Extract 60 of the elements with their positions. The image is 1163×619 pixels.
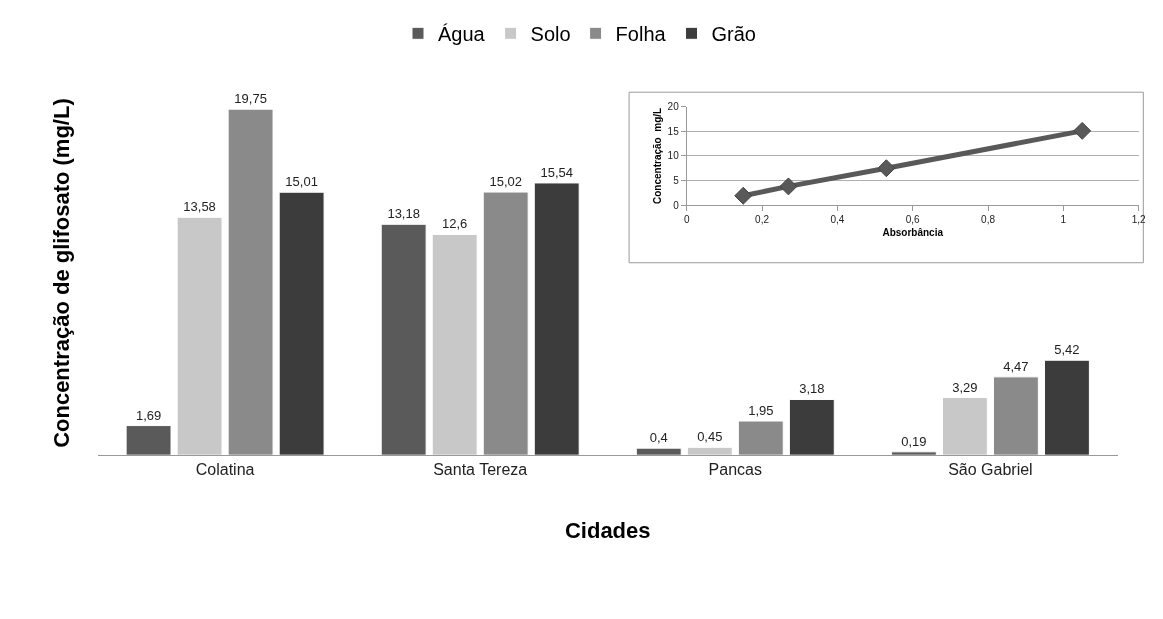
bar	[380, 223, 427, 456]
point	[779, 177, 798, 196]
x-tick-label: 0,8	[981, 214, 996, 226]
data-label: 15,02	[489, 174, 522, 190]
data-label: 0,45	[697, 429, 723, 445]
data-label: 15,54	[540, 164, 573, 180]
legend-label: Solo	[530, 23, 571, 46]
bar	[992, 376, 1039, 456]
bar	[1043, 359, 1090, 456]
y-tick-label: 5	[673, 175, 680, 187]
y-axis-title: Concentração mg/L	[651, 107, 663, 204]
y-tick-label: 0	[673, 199, 680, 211]
x-tick-label: Santa Tereza	[433, 461, 528, 479]
point	[1073, 121, 1092, 140]
x-tick-label: 0,4	[830, 214, 845, 226]
data-label: 4,47	[1003, 358, 1029, 374]
legend-label: Água	[438, 23, 486, 46]
x-tick-label: 1,2	[1131, 214, 1147, 226]
bar	[635, 447, 682, 456]
bar	[890, 451, 937, 456]
bar	[176, 216, 223, 456]
x-axis-title: Cidades	[564, 518, 651, 544]
x-axis-title: Absorbância	[882, 226, 944, 238]
data-label: 13,58	[183, 199, 216, 215]
y-tick-label: 15	[667, 125, 680, 137]
data-label: 1,95	[748, 403, 774, 419]
x-tick-label: Colatina	[195, 461, 255, 479]
bar	[278, 191, 325, 456]
point	[877, 159, 896, 178]
x-tick-label: São Gabriel	[948, 461, 1033, 479]
data-label: 5,42	[1054, 342, 1080, 358]
data-label: 15,01	[285, 174, 318, 190]
data-label: 1,69	[135, 407, 162, 423]
x-tick-label: 0	[683, 214, 690, 226]
bar	[431, 233, 478, 456]
bar	[788, 398, 835, 456]
bar	[686, 446, 733, 456]
bar	[482, 191, 529, 456]
data-label: 13,18	[387, 206, 420, 222]
y-tick-label: 20	[667, 101, 680, 113]
legend-label: Grão	[711, 23, 756, 46]
data-label: 0,19	[901, 433, 927, 449]
x-tick-label: Pancas	[708, 461, 762, 479]
bar	[227, 108, 274, 456]
y-axis-title: Concentração de glifosato (mg/L)	[49, 98, 75, 448]
y-tick-label: 10	[667, 150, 680, 162]
point	[734, 186, 753, 205]
x-tick-label: 0,2	[755, 214, 770, 226]
data-label: 3,18	[799, 381, 825, 397]
data-label: 12,6	[442, 216, 468, 232]
x-tick-label: 1	[1060, 214, 1067, 226]
data-label: 3,29	[952, 379, 978, 395]
legend-label: Folha	[615, 23, 667, 46]
bar	[533, 182, 580, 456]
bar	[737, 420, 784, 456]
bar	[941, 397, 988, 456]
x-tick-label: 0,6	[905, 214, 921, 226]
data-label: 19,75	[234, 91, 267, 107]
data-label: 0,4	[649, 430, 668, 446]
bar	[125, 425, 172, 456]
